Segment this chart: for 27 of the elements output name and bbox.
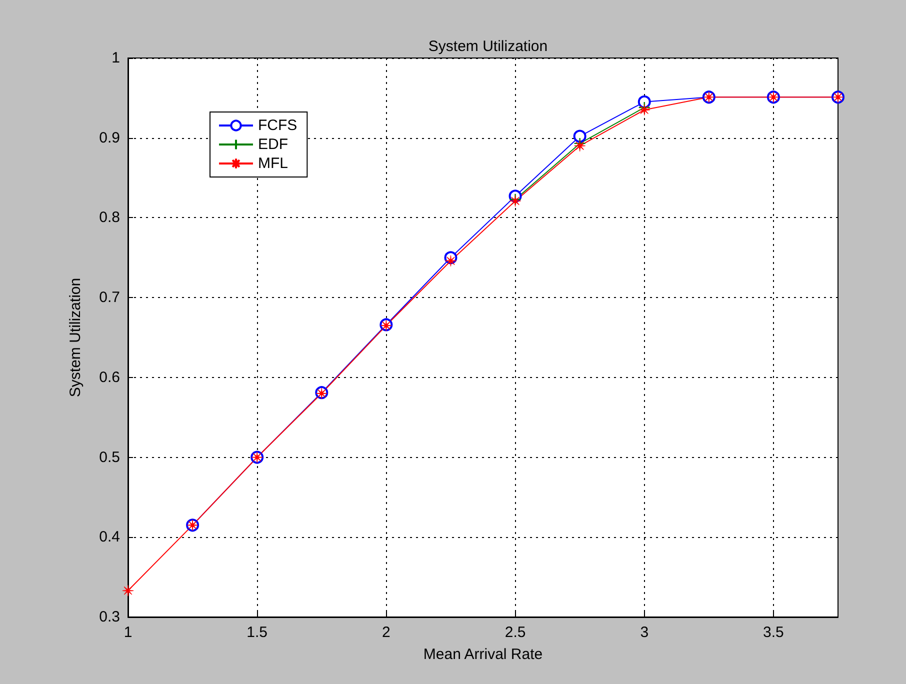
y-tick-label: 0.3 (99, 608, 120, 626)
chart-title: System Utilization (428, 38, 548, 55)
x-tick-label: 2 (382, 624, 390, 641)
point (122, 584, 134, 596)
y-tick-label: 1 (112, 50, 120, 66)
legend-label: MFL (258, 155, 288, 172)
x-axis-title: Mean Arrival Rate (423, 646, 543, 663)
y-tick-label: 0.9 (99, 129, 120, 146)
point (638, 95, 651, 108)
point (574, 137, 586, 150)
point (638, 104, 650, 116)
legend-label: EDF (258, 136, 288, 153)
point (574, 140, 586, 152)
x-tick-label: 1.5 (246, 624, 268, 641)
y-tick-label: 0.4 (99, 528, 120, 546)
y-tick-label: 0.7 (99, 289, 120, 306)
y-tick-label: 0.5 (99, 448, 120, 466)
point (444, 255, 457, 267)
y-axis-title: System Utilization (67, 278, 84, 398)
y-tick-label: 0.6 (99, 368, 120, 386)
point (573, 130, 586, 143)
x-tick-label: 1 (124, 624, 132, 641)
x-tick-label: 3.5 (763, 624, 784, 641)
x-tick-label: 2.5 (504, 624, 526, 641)
y-tick-label: 0.8 (99, 209, 120, 226)
legend-label: FCFS (258, 117, 298, 134)
x-tick-label: 3 (640, 624, 649, 641)
